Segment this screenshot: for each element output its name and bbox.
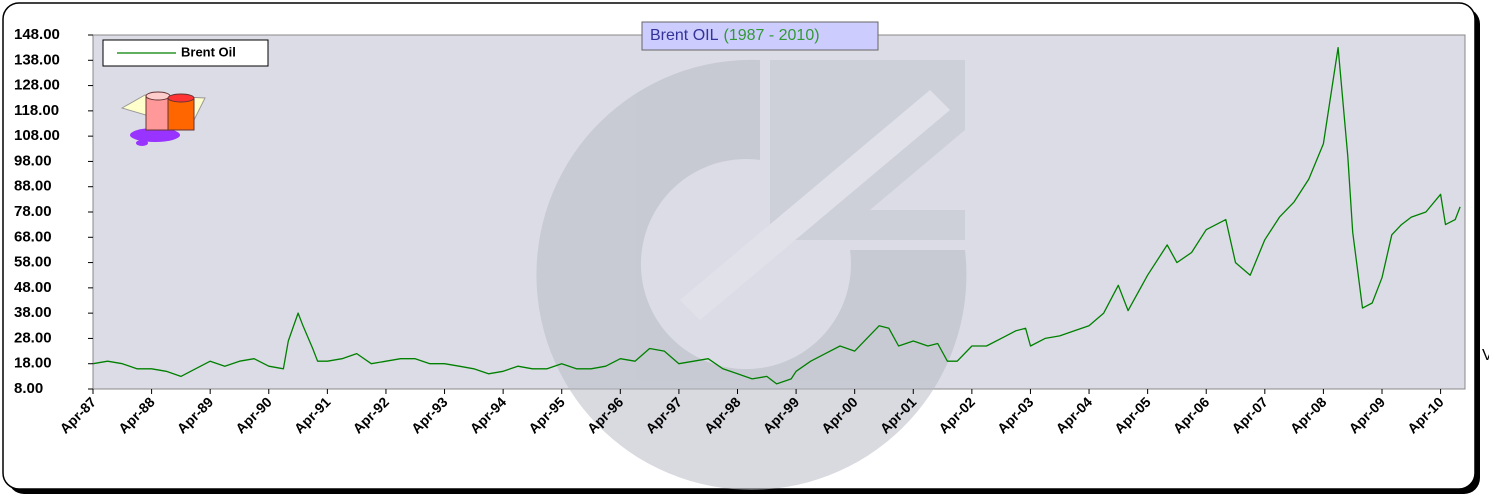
- y-tick-label: 88.00: [14, 178, 52, 195]
- y-tick-label: 108.00: [14, 127, 60, 144]
- y-tick-label: 28.00: [14, 329, 52, 346]
- y-tick-label: 58.00: [14, 254, 52, 271]
- y-tick-label: 68.00: [14, 228, 52, 245]
- chart: Brent OIL(1987 - 2010) V 8.00 18.00 28.00 3…: [0, 0, 1489, 497]
- chart-title: Brent OIL: [650, 27, 719, 44]
- y-tick-label: 128.00: [14, 77, 60, 94]
- legend-label: Brent Oil: [181, 44, 236, 59]
- y-tick-label: 138.00: [14, 51, 60, 68]
- annotation: V: [1482, 347, 1489, 364]
- y-tick-label: 148.00: [14, 26, 60, 43]
- y-tick-label: 18.00: [14, 355, 52, 372]
- y-tick-label: 98.00: [14, 152, 52, 169]
- chart-title-group: Brent OIL(1987 - 2010): [650, 27, 820, 44]
- y-tick-label: 8.00: [14, 380, 43, 397]
- y-tick-label: 78.00: [14, 203, 52, 220]
- y-tick-label: 118.00: [14, 102, 59, 119]
- y-tick-label: 48.00: [14, 279, 52, 296]
- y-tick-label: 38.00: [14, 304, 52, 321]
- chart-subtitle: (1987 - 2010): [723, 27, 819, 44]
